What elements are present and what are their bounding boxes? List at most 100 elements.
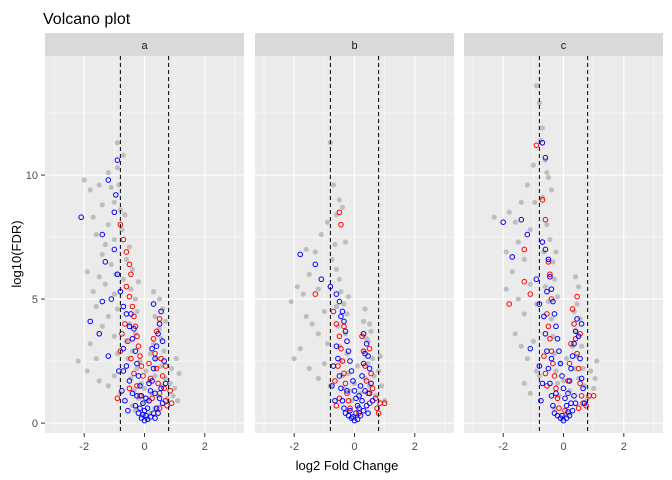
- point-red-highlight: [338, 345, 344, 352]
- point-red-highlight: [575, 365, 582, 372]
- point-not-significant: [132, 331, 139, 337]
- point-blue-highlight: [99, 298, 106, 305]
- point-not-significant: [521, 256, 527, 262]
- point-blue-highlight: [368, 380, 374, 387]
- point-blue-highlight: [338, 385, 344, 392]
- point-not-significant: [333, 266, 340, 272]
- point-not-significant: [503, 286, 509, 292]
- point-blue-highlight: [565, 390, 571, 397]
- point-not-significant: [551, 405, 558, 411]
- point-not-significant: [350, 415, 356, 421]
- point-blue-highlight: [356, 405, 362, 411]
- point-red-highlight: [574, 350, 580, 357]
- point-not-significant: [341, 301, 347, 307]
- point-not-significant: [321, 308, 327, 315]
- point-blue-highlight: [348, 368, 355, 374]
- point-red-highlight: [162, 363, 169, 369]
- point-blue-highlight: [369, 397, 376, 404]
- point-not-significant: [150, 289, 157, 295]
- point-blue-highlight: [351, 388, 358, 394]
- point-not-significant: [547, 236, 553, 243]
- point-blue-highlight: [137, 383, 143, 389]
- point-not-significant: [81, 177, 87, 183]
- point-blue-highlight: [330, 363, 337, 369]
- point-red-highlight: [131, 370, 137, 377]
- point-not-significant: [163, 318, 169, 324]
- point-blue-highlight: [140, 400, 146, 407]
- point-blue-highlight: [550, 402, 556, 409]
- point-red-highlight: [128, 355, 134, 362]
- point-blue-highlight: [149, 345, 155, 352]
- point-blue-highlight: [359, 397, 365, 404]
- point-red-highlight: [347, 405, 353, 411]
- point-red-highlight: [554, 395, 561, 402]
- point-not-significant: [527, 281, 533, 287]
- point-not-significant: [332, 241, 338, 248]
- point-not-significant: [140, 400, 146, 406]
- point-blue-highlight: [87, 318, 94, 325]
- x-tick-label: -2: [289, 441, 299, 453]
- point-red-highlight: [126, 293, 133, 300]
- point-blue-highlight: [312, 261, 319, 268]
- point-blue-highlight: [129, 390, 136, 397]
- chart-title: Volcano plot: [43, 11, 131, 28]
- point-red-highlight: [556, 405, 562, 411]
- point-blue-highlight: [341, 405, 347, 411]
- point-blue-highlight: [554, 335, 561, 342]
- point-red-highlight: [167, 388, 173, 394]
- point-not-significant: [527, 390, 533, 396]
- point-not-significant: [147, 351, 154, 357]
- point-not-significant: [128, 375, 134, 382]
- point-not-significant: [318, 231, 324, 238]
- point-blue-highlight: [155, 410, 161, 416]
- point-red-highlight: [533, 142, 540, 149]
- facet-strip-label: c: [561, 40, 567, 52]
- point-blue-highlight: [580, 385, 586, 392]
- point-blue-highlight: [335, 355, 341, 362]
- point-not-significant: [527, 227, 533, 233]
- point-not-significant: [152, 373, 158, 379]
- point-not-significant: [324, 219, 330, 225]
- point-not-significant: [578, 343, 585, 349]
- point-red-highlight: [542, 370, 549, 377]
- point-not-significant: [506, 209, 512, 215]
- point-not-significant: [93, 303, 99, 310]
- point-not-significant: [93, 355, 99, 362]
- point-not-significant: [129, 266, 136, 272]
- point-blue-highlight: [581, 400, 588, 407]
- point-not-significant: [123, 338, 130, 344]
- point-not-significant: [96, 274, 102, 280]
- point-not-significant: [102, 241, 108, 248]
- point-not-significant: [99, 202, 105, 208]
- point-not-significant: [588, 368, 594, 374]
- point-blue-highlight: [108, 296, 115, 302]
- point-not-significant: [521, 380, 527, 386]
- point-not-significant: [306, 365, 312, 372]
- point-not-significant: [111, 333, 117, 339]
- point-blue-highlight: [553, 390, 559, 397]
- point-not-significant: [518, 343, 524, 349]
- point-red-highlight: [374, 405, 380, 411]
- point-red-highlight: [521, 278, 528, 285]
- point-red-highlight: [341, 370, 347, 377]
- point-blue-highlight: [578, 321, 585, 327]
- point-blue-highlight: [518, 216, 525, 223]
- point-blue-highlight: [542, 246, 549, 253]
- point-not-significant: [521, 311, 527, 317]
- point-blue-highlight: [345, 348, 352, 354]
- point-blue-highlight: [120, 345, 127, 352]
- point-red-highlight: [369, 385, 376, 392]
- point-red-highlight: [123, 283, 130, 290]
- point-blue-highlight: [550, 298, 556, 305]
- point-not-significant: [132, 296, 139, 302]
- point-blue-highlight: [126, 378, 133, 384]
- point-blue-highlight: [547, 380, 553, 387]
- point-red-highlight: [119, 330, 125, 337]
- point-not-significant: [574, 301, 580, 307]
- point-not-significant: [153, 355, 160, 362]
- point-red-highlight: [134, 383, 140, 389]
- point-not-significant: [141, 385, 148, 391]
- point-not-significant: [560, 378, 567, 384]
- point-not-significant: [176, 370, 182, 377]
- point-not-significant: [108, 184, 114, 191]
